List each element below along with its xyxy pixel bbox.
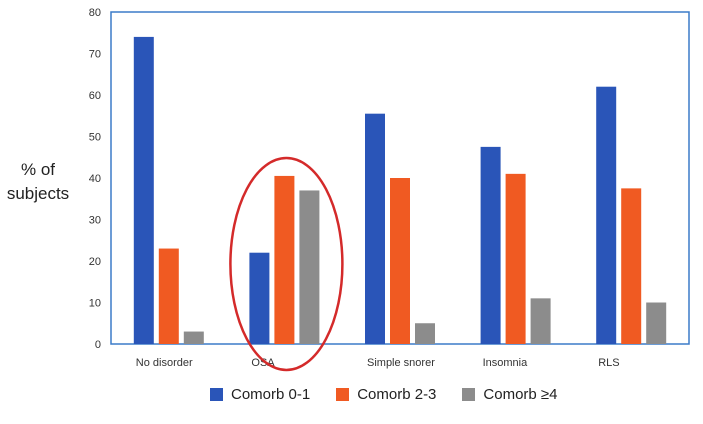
x-tick-label: No disorder: [136, 357, 193, 369]
x-axis-labels: No disorder OSA Simple snorer Insomnia RLS: [136, 357, 620, 369]
bar: [133, 36, 154, 345]
y-axis-label-line-2: subjects: [7, 184, 69, 203]
legend-swatch: [210, 387, 223, 401]
y-axis-label-line-1: % of: [21, 160, 55, 179]
legend-label: Comorb 0-1: [231, 385, 311, 403]
y-tick-label: 70: [89, 49, 101, 61]
legend-item-comorb-2-3: Comorb 2-3: [336, 386, 436, 403]
osa-highlight-ellipse: [229, 156, 344, 372]
bar-chart: % of subjects 0 10 20 30 40 50 60 70 80 No disor…: [7, 7, 690, 372]
bar: [183, 331, 204, 344]
bar: [390, 178, 410, 344]
bar: [249, 252, 270, 344]
legend-swatch: [336, 387, 350, 401]
bars: [133, 36, 667, 345]
y-tick-label: 80: [89, 7, 101, 19]
x-tick-label: Insomnia: [483, 357, 529, 369]
legend: Comorb 0-1 Comorb 2-3 Comorb ≥4: [210, 382, 558, 406]
bar: [158, 248, 179, 344]
y-axis-label: % of subjects: [7, 160, 69, 203]
x-tick-label: Simple snorer: [367, 357, 435, 369]
legend-label: Comorb ≥4: [483, 385, 558, 403]
y-tick-label: 30: [89, 215, 101, 227]
bar: [365, 113, 385, 344]
y-axis-ticks: 0 10 20 30 40 50 60 70 80: [89, 7, 101, 351]
x-tick-label: RLS: [598, 357, 619, 369]
legend-item-comorb-4-plus: Comorb ≥4: [462, 385, 558, 403]
bar: [274, 175, 295, 344]
y-tick-label: 0: [95, 339, 101, 351]
y-tick-label: 40: [89, 173, 101, 185]
legend-item-comorb-0-1: Comorb 0-1: [210, 386, 310, 403]
y-tick-label: 60: [89, 90, 101, 102]
y-tick-label: 50: [89, 132, 101, 144]
bar: [646, 302, 667, 344]
bar: [596, 86, 617, 344]
bar: [299, 190, 320, 344]
legend-swatch: [462, 387, 476, 401]
bar: [530, 298, 551, 344]
y-tick-label: 10: [89, 298, 101, 310]
legend-label: Comorb 2-3: [357, 385, 437, 403]
bar: [415, 323, 435, 344]
bar: [505, 173, 526, 344]
bar: [621, 188, 642, 344]
bar: [480, 146, 501, 344]
y-tick-label: 20: [89, 256, 101, 268]
